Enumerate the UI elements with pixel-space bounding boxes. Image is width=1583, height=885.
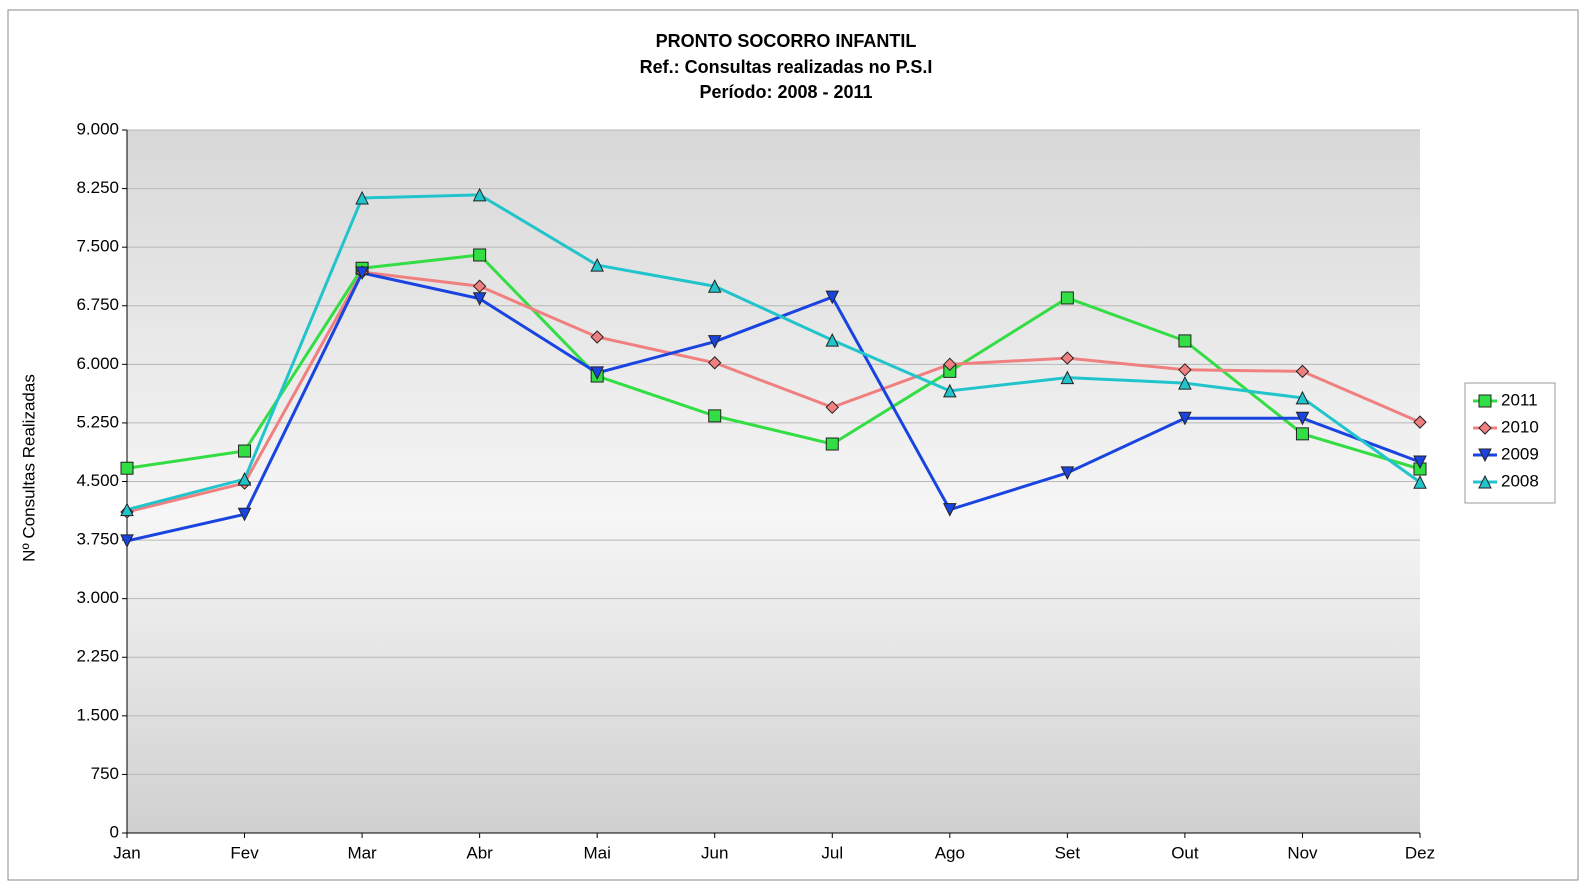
data-point <box>1295 364 1310 379</box>
data-point <box>238 444 252 458</box>
legend-marker <box>1478 448 1492 463</box>
y-tick-label: 9.000 <box>76 119 119 138</box>
data-point <box>120 461 134 475</box>
y-tick-label: 3.000 <box>76 588 119 607</box>
x-tick-label: Dez <box>1405 843 1435 862</box>
data-point <box>825 400 839 415</box>
data-point <box>1295 427 1309 441</box>
series-line <box>126 270 1421 514</box>
data-point <box>1413 475 1427 489</box>
data-point <box>825 437 839 451</box>
chart-title: PRONTO SOCORRO INFANTIL <box>656 31 917 51</box>
data-point <box>1413 455 1427 470</box>
y-tick-label: 5.250 <box>76 412 119 431</box>
y-tick-label: 3.750 <box>76 530 119 549</box>
legend-marker <box>1478 474 1492 489</box>
data-point <box>590 366 604 381</box>
x-tick-label: Fev <box>230 843 259 862</box>
y-tick-label: 6.750 <box>76 295 119 314</box>
data-point <box>1178 363 1192 377</box>
series-line <box>126 193 1421 512</box>
data-point <box>1060 370 1075 385</box>
data-point <box>1178 411 1192 426</box>
x-tick-label: Jun <box>701 843 728 862</box>
data-point <box>237 472 252 486</box>
data-point <box>472 187 487 202</box>
y-tick-label: 1.500 <box>76 705 119 724</box>
series-line <box>126 253 1421 471</box>
x-tick-label: Out <box>1171 843 1199 862</box>
data-point <box>825 333 840 347</box>
data-point <box>1060 291 1074 305</box>
legend-label: 2008 <box>1501 471 1539 490</box>
data-point <box>1060 466 1075 481</box>
chart-subtitle: Período: 2008 - 2011 <box>699 82 872 102</box>
legend-label: 2009 <box>1501 444 1539 463</box>
data-point <box>120 502 134 517</box>
data-point <box>237 507 252 522</box>
legend-marker <box>1478 394 1492 408</box>
data-point <box>120 534 134 548</box>
data-point <box>590 330 604 344</box>
legend-label: 2010 <box>1501 417 1539 436</box>
y-tick-label: 8.250 <box>76 178 119 197</box>
x-tick-label: Jan <box>113 843 140 862</box>
data-point <box>708 356 722 370</box>
data-point <box>1060 351 1075 365</box>
data-point <box>707 279 722 293</box>
data-point <box>943 503 957 517</box>
data-point <box>473 248 487 262</box>
y-tick-label: 750 <box>91 764 119 783</box>
data-point <box>708 409 722 423</box>
chart-subtitle: Ref.: Consultas realizadas no P.S.I <box>640 57 933 77</box>
y-axis-label: Nº Consultas Realizadas <box>19 374 38 562</box>
data-point <box>943 383 957 398</box>
legend-label: 2011 <box>1501 390 1538 409</box>
x-tick-label: Ago <box>935 843 965 862</box>
y-tick-label: 2.250 <box>76 647 119 666</box>
legend-marker <box>1478 421 1492 435</box>
data-point <box>355 266 369 281</box>
data-point <box>943 357 957 372</box>
series-line <box>126 271 1421 543</box>
y-tick-label: 0 <box>110 822 119 841</box>
x-tick-label: Set <box>1055 843 1081 862</box>
x-tick-label: Abr <box>466 843 493 862</box>
data-point <box>472 292 487 306</box>
x-tick-label: Jul <box>821 843 843 862</box>
data-point <box>707 335 722 349</box>
data-point <box>355 190 369 205</box>
x-tick-label: Mai <box>583 843 610 862</box>
data-point <box>1413 415 1427 429</box>
data-point <box>1178 334 1192 348</box>
data-point <box>1295 411 1310 426</box>
data-point <box>590 258 604 272</box>
y-tick-label: 6.000 <box>76 354 119 373</box>
y-tick-label: 4.500 <box>76 471 119 490</box>
data-point <box>1295 390 1310 405</box>
data-point <box>1178 375 1192 390</box>
data-point <box>825 290 840 305</box>
y-tick-label: 7.500 <box>76 237 119 256</box>
x-tick-label: Nov <box>1287 843 1318 862</box>
x-tick-label: Mar <box>347 843 377 862</box>
